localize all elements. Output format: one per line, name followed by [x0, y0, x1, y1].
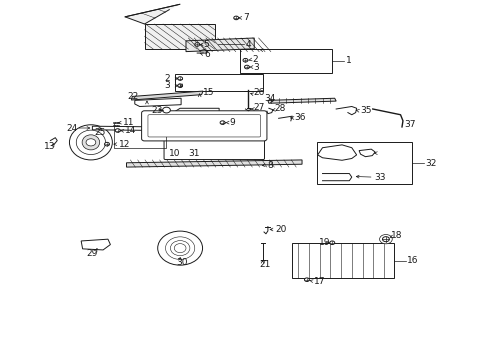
Text: 26: 26: [253, 87, 264, 96]
Text: 11: 11: [122, 118, 134, 127]
Text: 5: 5: [203, 40, 208, 49]
Text: 2: 2: [252, 55, 258, 64]
Text: 31: 31: [188, 149, 200, 158]
Polygon shape: [135, 98, 181, 107]
Text: 29: 29: [86, 249, 97, 258]
Polygon shape: [131, 91, 203, 100]
Polygon shape: [125, 4, 180, 24]
Ellipse shape: [174, 244, 185, 253]
Text: 27: 27: [253, 103, 264, 112]
Polygon shape: [81, 239, 110, 250]
Ellipse shape: [69, 125, 112, 160]
FancyBboxPatch shape: [148, 115, 260, 137]
Text: 16: 16: [407, 256, 418, 265]
Text: 15: 15: [203, 88, 214, 97]
Text: 28: 28: [274, 104, 285, 113]
Polygon shape: [267, 98, 335, 103]
Polygon shape: [126, 160, 302, 167]
Text: 6: 6: [203, 50, 209, 59]
Polygon shape: [92, 126, 161, 131]
Circle shape: [162, 107, 170, 113]
Text: 4: 4: [245, 40, 250, 49]
Ellipse shape: [82, 135, 100, 150]
Circle shape: [379, 234, 391, 244]
Text: 7: 7: [243, 13, 249, 22]
Polygon shape: [165, 108, 219, 117]
Text: 25: 25: [94, 128, 105, 137]
Bar: [292, 243, 393, 278]
Text: 21: 21: [259, 260, 270, 269]
FancyBboxPatch shape: [163, 116, 264, 159]
Text: 1: 1: [345, 57, 351, 66]
Text: 36: 36: [294, 113, 305, 122]
Ellipse shape: [165, 237, 194, 260]
Text: 37: 37: [404, 120, 415, 129]
Circle shape: [220, 121, 224, 125]
Ellipse shape: [170, 240, 189, 256]
Text: 8: 8: [267, 161, 273, 170]
Text: 30: 30: [176, 258, 187, 267]
Text: 32: 32: [425, 159, 436, 168]
Text: 9: 9: [229, 118, 235, 127]
Circle shape: [177, 77, 182, 80]
Circle shape: [382, 237, 388, 242]
Polygon shape: [185, 38, 254, 51]
Circle shape: [244, 65, 249, 69]
Text: 23: 23: [151, 105, 162, 114]
Bar: [175, 74, 263, 91]
Bar: [144, 24, 215, 49]
Polygon shape: [358, 149, 374, 157]
Circle shape: [304, 278, 309, 282]
Text: 17: 17: [314, 276, 325, 285]
Circle shape: [243, 58, 247, 62]
Text: 19: 19: [319, 238, 330, 247]
Text: 2: 2: [164, 74, 170, 83]
Circle shape: [115, 129, 120, 132]
Text: 35: 35: [359, 106, 371, 115]
FancyBboxPatch shape: [142, 111, 266, 141]
Circle shape: [86, 139, 96, 146]
Polygon shape: [317, 145, 356, 160]
Bar: [316, 142, 411, 184]
Circle shape: [194, 42, 199, 46]
Text: 14: 14: [124, 126, 136, 135]
Text: 12: 12: [119, 140, 130, 149]
Text: 34: 34: [264, 94, 275, 103]
Circle shape: [329, 241, 334, 244]
Text: 13: 13: [43, 142, 55, 151]
Circle shape: [233, 16, 238, 20]
Text: 22: 22: [127, 92, 139, 101]
Ellipse shape: [76, 130, 105, 154]
Text: 18: 18: [390, 231, 402, 240]
Text: 3: 3: [164, 81, 170, 90]
Circle shape: [177, 84, 182, 87]
Text: 3: 3: [253, 63, 259, 72]
Ellipse shape: [158, 231, 202, 265]
Bar: [239, 49, 331, 73]
Text: 33: 33: [374, 173, 386, 182]
Text: 24: 24: [66, 123, 78, 132]
Text: 20: 20: [275, 225, 286, 234]
Circle shape: [104, 142, 109, 146]
Text: 10: 10: [168, 149, 180, 158]
